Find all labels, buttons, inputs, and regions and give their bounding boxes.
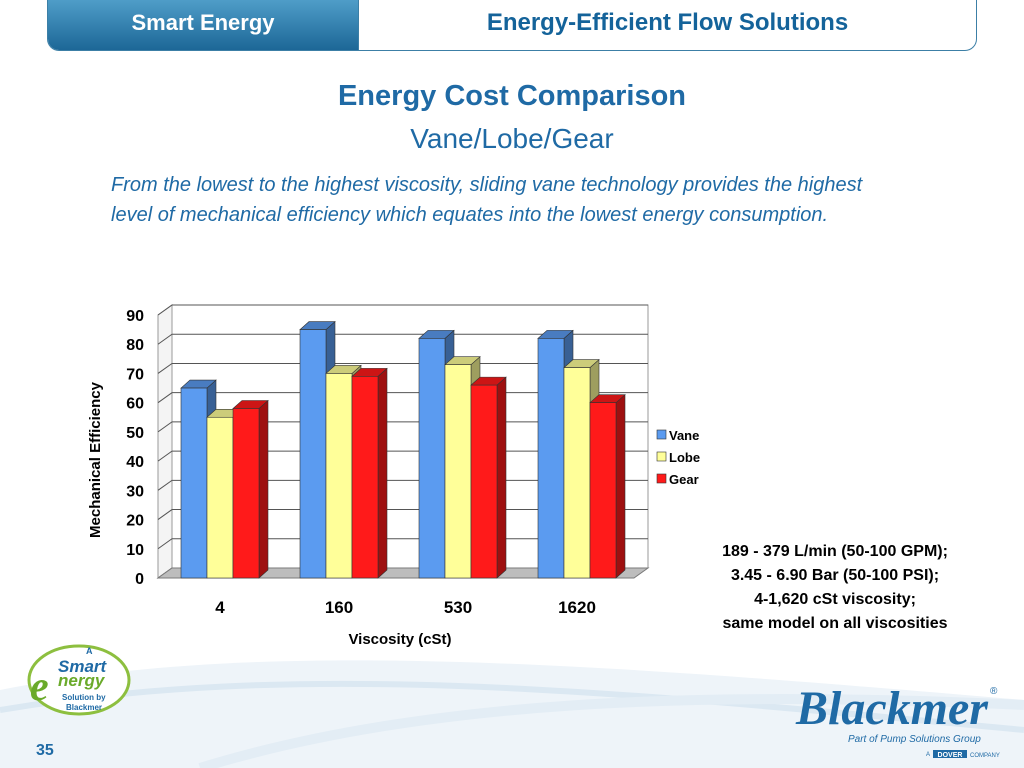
- blackmer-logo-name: Blackmer: [795, 682, 989, 735]
- smart-energy-logo: A Smart e nergy Solution by Blackmer: [27, 644, 131, 716]
- bar-lobe: [444, 364, 472, 579]
- note-line: 3.45 - 6.90 Bar (50-100 PSI);: [730, 567, 940, 584]
- gridline: [157, 333, 648, 345]
- x-tick-label: 1620: [558, 598, 596, 617]
- y-tick-label: 30: [126, 483, 144, 500]
- y-tick-label: 10: [126, 542, 144, 559]
- smart-logo-top: A: [86, 646, 93, 656]
- slide-title: Energy Cost Comparison: [337, 80, 687, 112]
- y-axis-title: Mechanical Efficiency: [87, 381, 104, 538]
- bar-side: [377, 367, 388, 579]
- header-section-label: Smart Energy: [48, 0, 358, 50]
- y-tick-label: 40: [126, 454, 144, 471]
- note-line: same model on all viscosities: [722, 615, 948, 632]
- gridline: [157, 362, 648, 374]
- blackmer-logo-dover: DOVER: [938, 752, 963, 759]
- y-tick-label: 50: [126, 425, 144, 442]
- y-tick-label: 80: [126, 337, 144, 354]
- bar-side: [496, 376, 507, 579]
- smart-logo-line2: Blackmer: [66, 703, 102, 712]
- legend-label-lobe: Lobe: [669, 450, 700, 465]
- bar-gear: [589, 402, 617, 579]
- legend-swatch-vane: [656, 429, 667, 440]
- y-tick-label: 90: [126, 308, 144, 325]
- smart-logo-word1: Smart: [58, 657, 108, 676]
- bar-gear: [351, 376, 379, 579]
- efficiency-bar-chart: 0 10 20 30 40 50 60 70 80 90 4 160 530 1620 Viscosity …: [87, 304, 700, 648]
- blackmer-logo-company: COMPANY: [970, 753, 1000, 759]
- description-text: From the lowest to the highest viscosity…: [111, 174, 863, 226]
- legend-label-gear: Gear: [669, 472, 699, 487]
- y-tick-label: 70: [126, 366, 144, 383]
- y-tick-label: 20: [126, 513, 144, 530]
- blackmer-logo-registered: ®: [990, 686, 998, 697]
- slide-subtitle: Vane/Lobe/Gear: [410, 123, 614, 154]
- bar-lobe: [325, 373, 353, 579]
- blackmer-logo: Blackmer ® Part of Pump Solutions Group …: [795, 682, 1000, 759]
- bar-vane: [537, 338, 565, 579]
- bar-side: [258, 399, 269, 579]
- smart-logo-word2: nergy: [58, 671, 106, 690]
- note-line: 4-1,620 cSt viscosity;: [754, 591, 916, 608]
- y-tick-label: 60: [126, 396, 144, 413]
- bar-vane: [299, 329, 327, 579]
- blackmer-logo-tagline: Part of Pump Solutions Group: [848, 734, 981, 745]
- bar-gear: [470, 384, 498, 579]
- note-line: 189 - 379 L/min (50-100 GPM);: [722, 543, 948, 560]
- bar-vane: [418, 338, 446, 579]
- y-tick-label: 0: [135, 571, 144, 588]
- smart-logo-line1: Solution by: [62, 693, 106, 702]
- legend-swatch-lobe: [656, 451, 667, 462]
- bar-lobe: [563, 367, 591, 579]
- gridline: [157, 304, 648, 316]
- bar-gear: [232, 408, 260, 579]
- x-tick-label: 160: [325, 598, 353, 617]
- chart-side-wall: [157, 304, 173, 579]
- bar-side: [615, 393, 626, 579]
- legend-label-vane: Vane: [669, 428, 699, 443]
- x-tick-label: 530: [444, 598, 472, 617]
- bar-lobe: [206, 416, 234, 579]
- test-conditions-note: 189 - 379 L/min (50-100 GPM); 3.45 - 6.9…: [690, 540, 980, 636]
- page-number: 35: [36, 742, 54, 759]
- x-tick-label: 4: [215, 598, 225, 617]
- x-axis-title: Viscosity (cSt): [348, 631, 451, 648]
- legend-swatch-gear: [656, 473, 667, 484]
- header-topic-title: Energy-Efficient Flow Solutions: [358, 0, 976, 50]
- smart-logo-e: e: [30, 664, 49, 710]
- header-bar: Smart Energy Energy-Efficient Flow Solut…: [47, 0, 977, 51]
- bar-vane: [180, 387, 208, 579]
- blackmer-logo-dover-prefix: A: [926, 752, 930, 758]
